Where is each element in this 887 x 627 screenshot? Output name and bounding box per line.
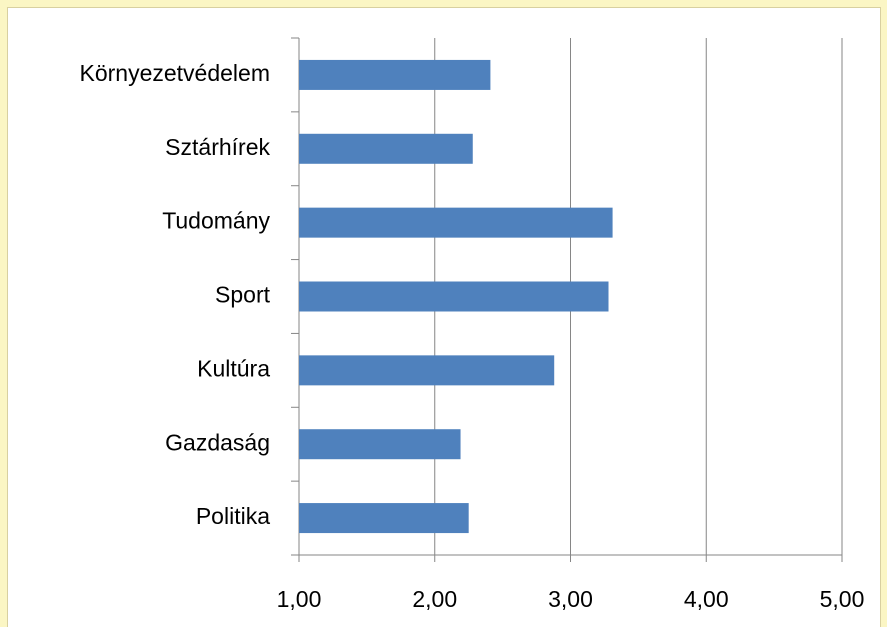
bar — [299, 207, 613, 238]
bar — [299, 281, 609, 312]
y-tick-label: Gazdaság — [165, 429, 270, 455]
x-tick-label: 2,00 — [412, 586, 457, 612]
x-tick-label: 4,00 — [684, 586, 729, 612]
bar — [299, 133, 473, 164]
bar — [299, 503, 469, 534]
y-tick-label: Sport — [215, 282, 271, 308]
bar — [299, 429, 461, 460]
y-tick-label: Tudomány — [162, 208, 270, 234]
y-tick-label: Sztárhírek — [165, 134, 270, 160]
x-tick-label: 3,00 — [548, 586, 593, 612]
y-tick-label: Kultúra — [197, 355, 270, 381]
x-tick-label: 5,00 — [820, 586, 865, 612]
y-tick-label: Környezetvédelem — [80, 60, 271, 86]
x-tick-label: 1,00 — [277, 586, 322, 612]
y-tick-label: Politika — [196, 503, 270, 529]
bar — [299, 59, 491, 90]
bar — [299, 355, 555, 386]
